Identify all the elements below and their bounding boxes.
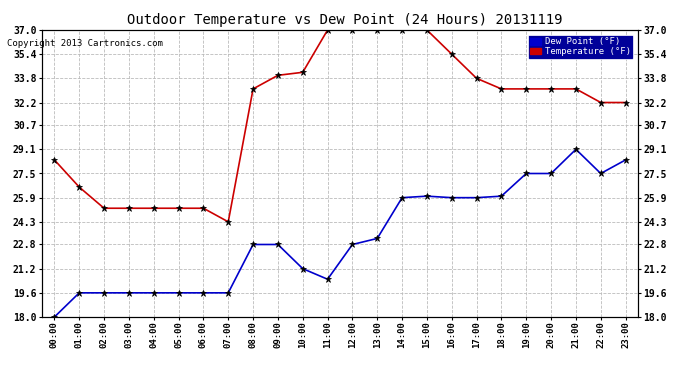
Legend: Dew Point (°F), Temperature (°F): Dew Point (°F), Temperature (°F) <box>528 34 633 59</box>
Text: Copyright 2013 Cartronics.com: Copyright 2013 Cartronics.com <box>7 39 163 48</box>
Text: Outdoor Temperature vs Dew Point (24 Hours) 20131119: Outdoor Temperature vs Dew Point (24 Hou… <box>127 13 563 27</box>
